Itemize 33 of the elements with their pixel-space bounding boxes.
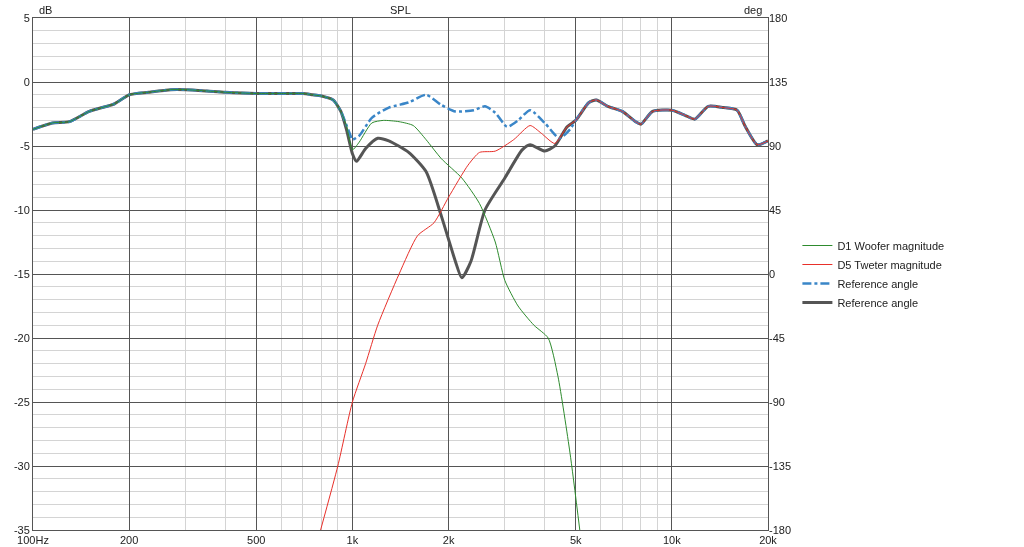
y2-tick-label: -135 [769, 459, 792, 472]
y2-tick-label: -180 [769, 523, 792, 536]
y2-tick-label: -90 [769, 395, 785, 408]
y2-axis-title: deg [744, 4, 763, 16]
y-axis-title: dB [39, 4, 53, 16]
chart-title: SPL [390, 4, 411, 16]
x-tick-label: 500 [247, 534, 266, 547]
y2-tick-label: 135 [769, 75, 788, 88]
y2-tick-label: 180 [769, 11, 788, 24]
y2-tick-label: 90 [769, 139, 782, 152]
y-tick-label: -20 [13, 331, 30, 344]
x-tick-label: 20k [759, 534, 778, 547]
x-tick-label: 200 [119, 534, 139, 547]
y-tick-label: -10 [13, 203, 30, 216]
legend-label: D5 Tweter magnitude [837, 258, 942, 271]
x-tick-label: 100Hz [17, 534, 49, 547]
y2-tick-label: 0 [769, 267, 776, 280]
x-tick-label: 1k [346, 534, 359, 547]
legend-label: D1 Woofer magnitude [837, 239, 945, 252]
x-tick-label: 10k [662, 534, 682, 547]
y-tick-label: 0 [23, 75, 30, 88]
x-tick-label: 2k [442, 534, 455, 547]
x-tick-label: 5k [569, 534, 582, 547]
y-tick-label: -30 [13, 459, 30, 472]
y-tick-label: -25 [13, 395, 30, 408]
legend-label: Reference angle [837, 296, 919, 309]
legend-label: Reference angle [837, 277, 919, 290]
y-tick-label: 5 [23, 11, 30, 24]
y-tick-label: -15 [13, 267, 30, 280]
y2-tick-label: -45 [769, 331, 785, 344]
y-tick-label: -35 [13, 523, 30, 536]
y2-tick-label: 45 [769, 203, 782, 216]
y-tick-label: -5 [20, 139, 30, 152]
